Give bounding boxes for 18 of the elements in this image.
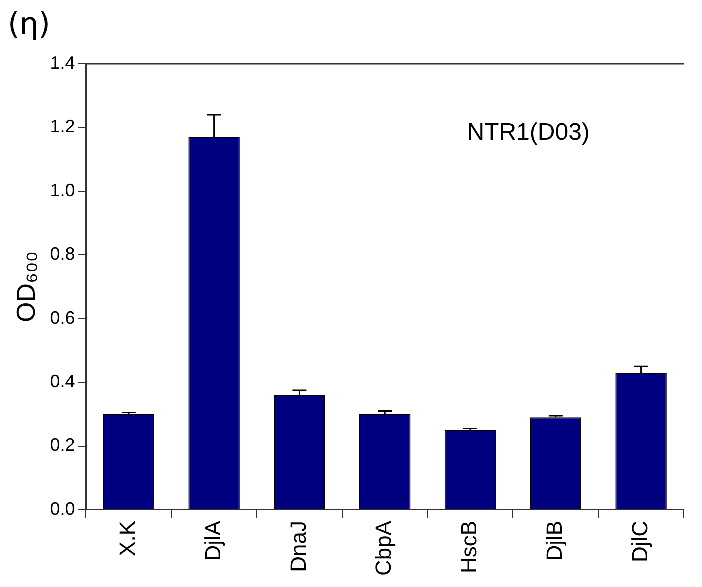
y-tick-label: 1.0 bbox=[50, 180, 76, 200]
annotation: NTR1(D03) bbox=[467, 118, 590, 146]
x-tick-label: DnaJ bbox=[286, 520, 311, 572]
x-tick-label: X.K bbox=[114, 520, 140, 556]
y-tick-label: 1.2 bbox=[50, 116, 76, 137]
x-tick-label: DjlA bbox=[200, 520, 226, 562]
y-axis-title: OD₆₀₀ bbox=[10, 251, 41, 323]
y-tick-label: 0.0 bbox=[50, 498, 76, 519]
y-tick-label: 0.2 bbox=[50, 435, 76, 456]
chart-title: (η) bbox=[8, 6, 50, 42]
y-tick-label: 0.6 bbox=[50, 308, 76, 328]
x-tick-label: HscB bbox=[456, 520, 482, 574]
y-tick-label: 0.4 bbox=[50, 372, 76, 392]
y-tick-label: 1.4 bbox=[50, 52, 76, 73]
x-tick-label: DjlB bbox=[542, 520, 567, 562]
x-tick-label: DjlC bbox=[627, 520, 652, 563]
x-tick-label: CbpA bbox=[371, 520, 396, 576]
y-tick-label: 0.8 bbox=[50, 244, 76, 264]
